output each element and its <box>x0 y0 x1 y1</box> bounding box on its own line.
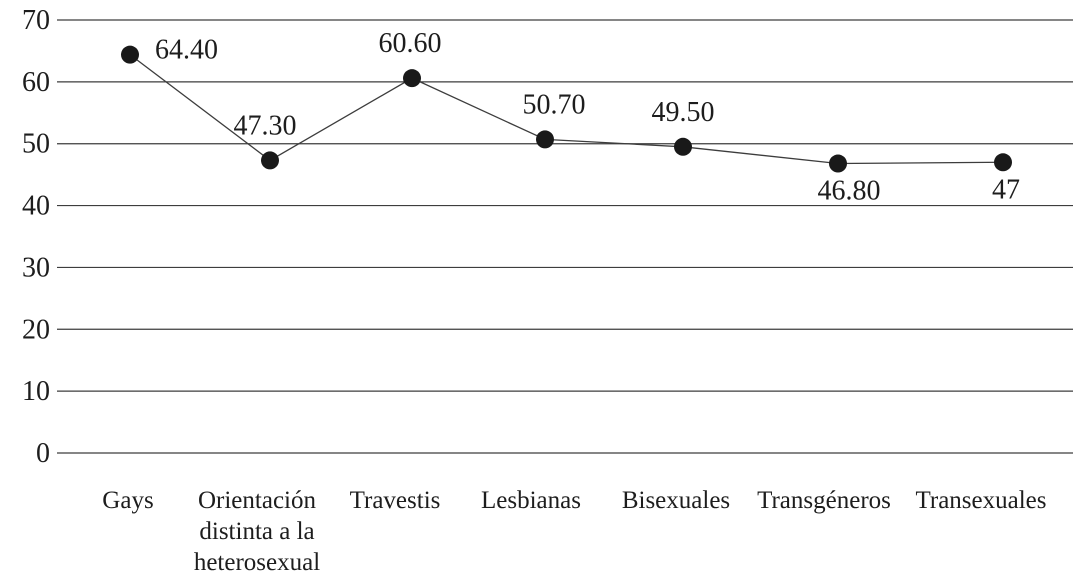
x-axis-category-label: Transexuales <box>915 487 1046 514</box>
data-point-marker <box>403 69 421 88</box>
data-point-label: 49.50 <box>652 97 715 128</box>
x-axis-category-label: distinta a la <box>199 518 314 545</box>
x-axis-category-label: Bisexuales <box>622 487 730 514</box>
y-axis-tick-label: 0 <box>36 438 50 469</box>
data-point-marker <box>829 154 847 173</box>
data-point-label: 47.30 <box>234 110 297 141</box>
x-axis-category-label: Gays <box>102 487 153 514</box>
data-point-label: 64.40 <box>155 35 218 66</box>
y-axis-tick-label: 50 <box>22 129 50 160</box>
data-point-label: 46.80 <box>818 176 881 207</box>
y-axis-tick-label: 40 <box>22 191 50 222</box>
data-point-label: 47 <box>992 174 1020 205</box>
x-axis-category-label: Lesbianas <box>481 487 581 514</box>
y-axis-tick-label: 20 <box>22 314 50 345</box>
data-point-marker <box>121 45 139 64</box>
x-axis-category-label: heterosexual <box>194 549 320 576</box>
data-point-marker <box>536 130 554 149</box>
data-point-marker <box>994 153 1012 172</box>
y-axis-tick-label: 70 <box>22 5 50 36</box>
data-point-label: 50.70 <box>523 89 586 120</box>
x-axis-category-label: Transgéneros <box>757 487 891 514</box>
y-axis-tick-label: 10 <box>22 376 50 407</box>
x-axis-category-label: Travestis <box>350 487 441 514</box>
data-point-marker <box>674 137 692 156</box>
y-axis-tick-label: 60 <box>22 67 50 98</box>
data-point-marker <box>261 151 279 170</box>
y-axis-tick-label: 30 <box>22 252 50 283</box>
x-axis-category-label: Orientación <box>198 487 317 514</box>
data-point-label: 60.60 <box>379 28 442 59</box>
